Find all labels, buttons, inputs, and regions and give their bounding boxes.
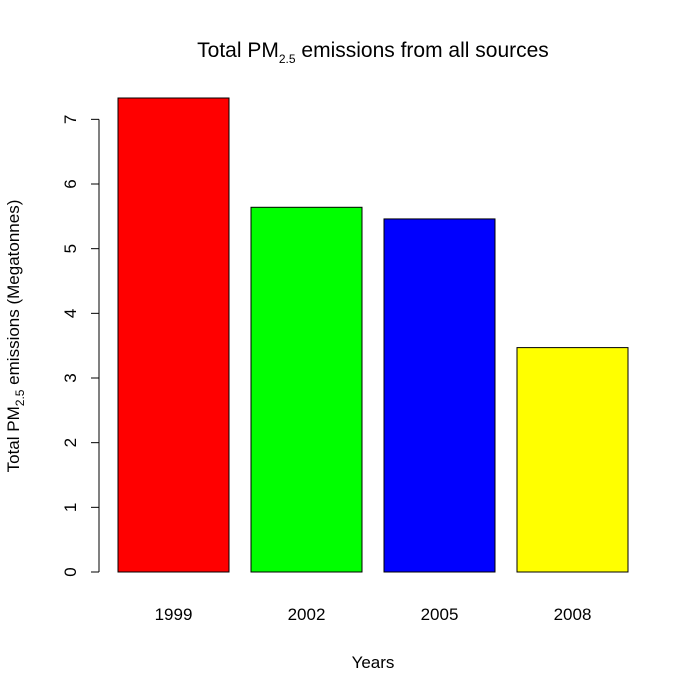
bar-2008 bbox=[516, 347, 629, 573]
y-tick-label: 4 bbox=[61, 309, 80, 318]
bar-2005 bbox=[383, 218, 496, 573]
y-tick-label: 3 bbox=[61, 373, 80, 382]
chart-title-suffix: emissions from all sources bbox=[296, 39, 549, 62]
chart-title-subscript: 2.5 bbox=[279, 52, 296, 66]
y-tick-label: 0 bbox=[61, 567, 80, 576]
x-axis-label: Years bbox=[352, 653, 395, 672]
x-tick-label: 2005 bbox=[421, 605, 459, 624]
y-axis: 0 1 2 3 4 5 6 7 bbox=[61, 115, 100, 577]
bar-2002 bbox=[250, 206, 363, 573]
x-tick-label: 2008 bbox=[554, 605, 592, 624]
plot-bars bbox=[117, 97, 629, 573]
chart-title: Total PM2.5 emissions from all sources bbox=[197, 39, 549, 66]
x-tick-label: 1999 bbox=[155, 605, 193, 624]
x-tick-label: 2002 bbox=[288, 605, 326, 624]
y-tick-label: 1 bbox=[61, 503, 80, 512]
y-axis-label-subscript: 2.5 bbox=[13, 389, 27, 406]
y-tick-label: 2 bbox=[61, 438, 80, 447]
bar-1999 bbox=[117, 97, 230, 573]
y-axis-label-suffix: emissions (Megatonnes) bbox=[4, 200, 23, 390]
y-tick-label: 7 bbox=[61, 115, 80, 124]
x-tick-labels: 1999 2002 2005 2008 bbox=[155, 605, 592, 624]
y-axis-label-prefix: Total PM bbox=[4, 406, 23, 472]
y-tick-label: 6 bbox=[61, 179, 80, 188]
y-tick-label: 5 bbox=[61, 244, 80, 253]
y-axis-label: Total PM2.5 emissions (Megatonnes) bbox=[4, 200, 27, 473]
chart-title-prefix: Total PM bbox=[197, 39, 279, 62]
